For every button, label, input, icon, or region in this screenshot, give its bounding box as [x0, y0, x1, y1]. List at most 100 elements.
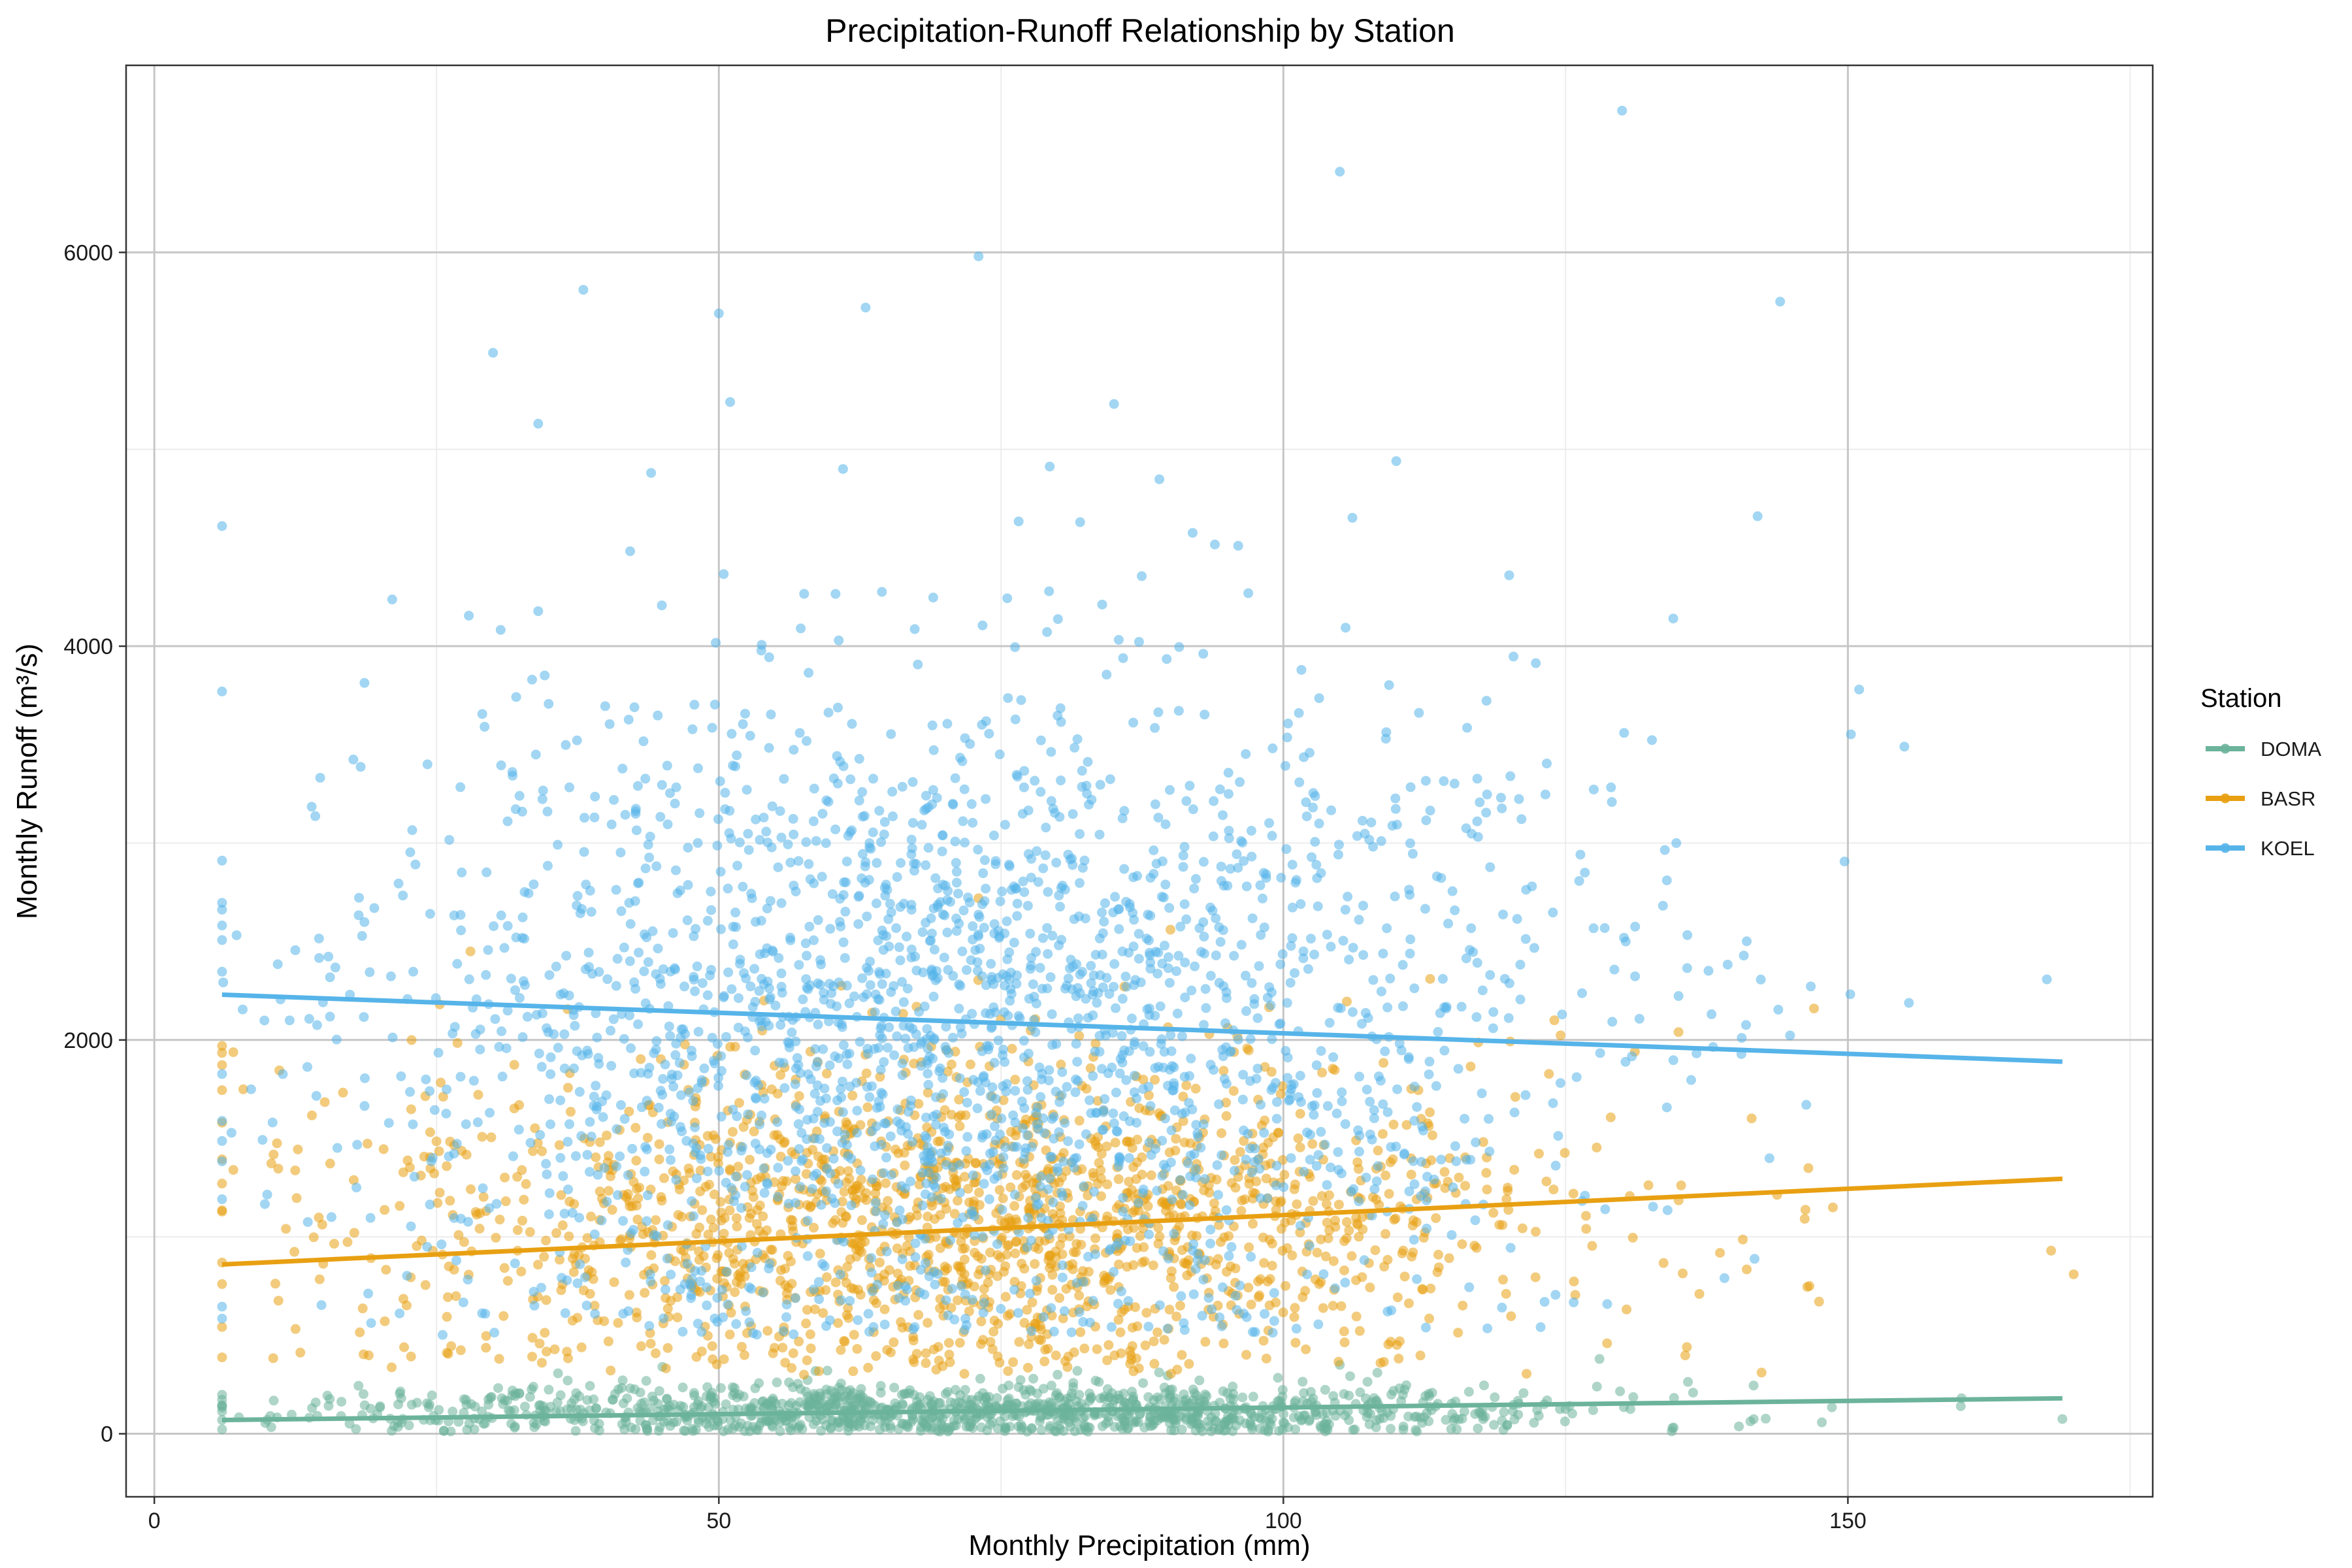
data-point: [1207, 906, 1218, 916]
data-point: [1132, 1321, 1143, 1331]
data-point: [826, 1194, 837, 1204]
data-point: [217, 1322, 227, 1332]
data-point: [1282, 998, 1292, 1008]
data-point: [1003, 693, 1013, 703]
data-point: [1068, 1378, 1079, 1388]
data-point: [944, 1349, 955, 1360]
data-point: [1259, 1258, 1269, 1268]
data-point: [864, 1092, 875, 1102]
data-point: [387, 1032, 398, 1043]
data-point: [962, 1098, 972, 1108]
data-point: [525, 1227, 535, 1237]
data-point: [715, 866, 726, 877]
data-point: [408, 966, 419, 977]
data-point: [1309, 1109, 1319, 1120]
data-point: [1153, 1239, 1164, 1249]
data-point: [1159, 1382, 1169, 1393]
data-point: [705, 970, 715, 981]
data-point: [997, 887, 1007, 897]
data-point: [455, 1213, 466, 1224]
data-point: [1509, 1107, 1520, 1118]
data-point: [1102, 1141, 1112, 1152]
data-point: [1443, 919, 1454, 929]
data-point: [228, 1165, 238, 1175]
data-point: [1073, 1013, 1083, 1024]
data-point: [217, 1179, 227, 1189]
data-point: [306, 802, 317, 812]
data-point: [965, 1059, 975, 1070]
data-point: [689, 931, 699, 941]
data-point: [950, 773, 960, 783]
data-point: [1088, 986, 1099, 996]
data-point: [806, 1399, 817, 1409]
data-point: [1111, 1087, 1121, 1098]
data-point: [473, 1090, 483, 1100]
data-point: [1094, 1377, 1104, 1387]
data-point: [800, 938, 811, 949]
data-point: [1088, 1296, 1098, 1306]
data-point: [1181, 914, 1192, 924]
data-point: [849, 991, 860, 1002]
data-point: [672, 888, 683, 898]
data-point: [537, 794, 547, 804]
data-point: [772, 1377, 782, 1388]
data-point: [807, 1184, 817, 1194]
data-point: [1124, 1046, 1134, 1056]
data-point: [1120, 1235, 1130, 1246]
data-point: [1409, 1081, 1420, 1092]
data-point: [987, 1109, 997, 1120]
data-point: [813, 915, 823, 925]
data-point: [1224, 1231, 1234, 1241]
data-point: [892, 1243, 902, 1254]
data-point: [1110, 1137, 1120, 1148]
data-point: [774, 953, 784, 963]
data-point: [832, 1001, 842, 1011]
scatter-points: [217, 105, 2079, 1437]
data-point: [1138, 1378, 1149, 1388]
data-point: [1471, 1137, 1481, 1148]
data-point: [1312, 1088, 1322, 1098]
data-point: [1153, 812, 1164, 823]
data-point: [1011, 1170, 1022, 1181]
data-point: [544, 1094, 555, 1104]
data-point: [325, 972, 335, 983]
data-point: [1109, 1350, 1120, 1361]
data-point: [1520, 1090, 1531, 1100]
data-point: [451, 1255, 462, 1266]
data-point: [1529, 943, 1539, 953]
data-point: [817, 808, 828, 819]
data-point: [778, 1326, 789, 1336]
data-point: [278, 1069, 288, 1079]
data-point: [1398, 1424, 1409, 1435]
data-point: [928, 593, 938, 603]
data-point: [1230, 1183, 1241, 1193]
data-point: [1081, 994, 1091, 1004]
data-point: [828, 773, 839, 783]
data-point: [1362, 1377, 1373, 1387]
data-point: [217, 966, 227, 977]
data-point: [817, 1258, 828, 1269]
data-point: [713, 1081, 723, 1091]
data-point: [1121, 1075, 1132, 1085]
data-point: [977, 1232, 988, 1242]
data-point: [1371, 1415, 1381, 1426]
data-point: [1328, 1256, 1339, 1266]
data-point: [1273, 1426, 1284, 1436]
data-point: [889, 981, 899, 991]
data-point: [992, 1393, 1002, 1403]
data-point: [363, 1288, 374, 1299]
data-point: [1311, 1060, 1322, 1070]
data-point: [836, 1084, 846, 1094]
data-point: [727, 1382, 738, 1392]
data-point: [1308, 1196, 1318, 1206]
data-point: [453, 1230, 464, 1240]
data-point: [653, 710, 663, 721]
data-point: [962, 1394, 972, 1405]
data-point: [384, 1118, 394, 1128]
data-point: [1119, 806, 1130, 816]
data-point: [575, 1259, 585, 1269]
data-point: [1046, 1259, 1056, 1269]
data-point: [1043, 1164, 1054, 1174]
data-point: [1256, 1120, 1267, 1131]
data-point: [528, 1146, 538, 1156]
